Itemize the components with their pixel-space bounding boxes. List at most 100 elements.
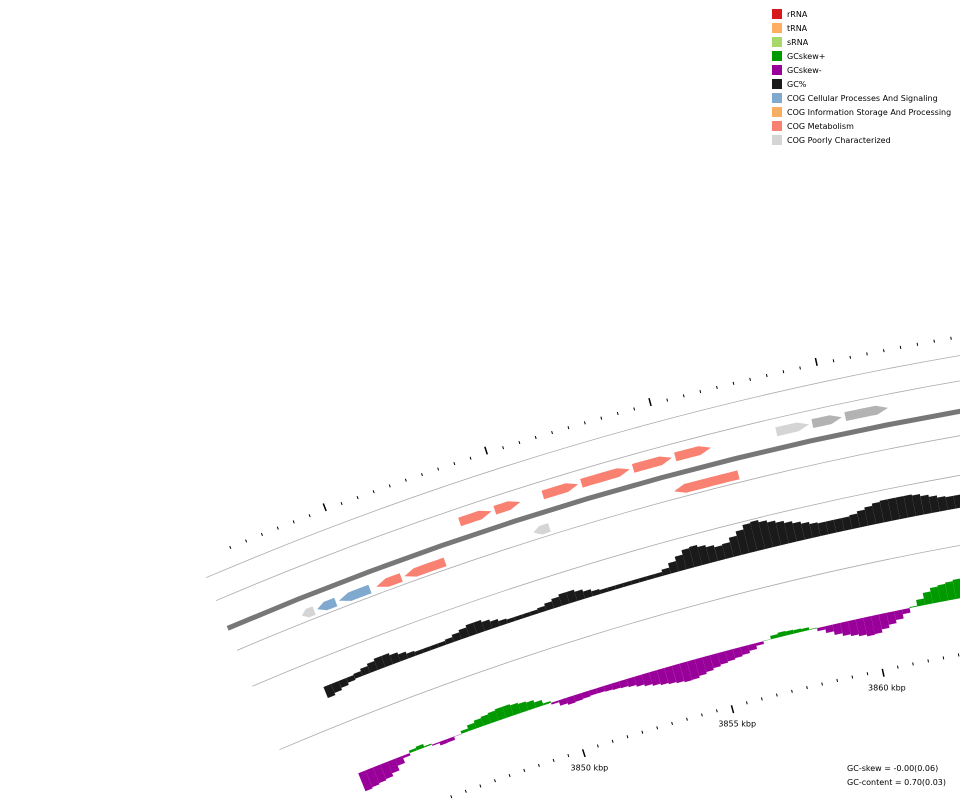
outer-tick xyxy=(372,490,375,494)
legend-swatch xyxy=(772,8,782,19)
gc-bar xyxy=(849,513,861,530)
gcskew-positive-bar xyxy=(525,700,536,711)
legend-label: COG Information Storage And Processing xyxy=(787,108,952,117)
gc-bar xyxy=(458,627,470,640)
gc-bar xyxy=(398,651,409,662)
gc-bar xyxy=(607,585,617,592)
outer-tick-marks xyxy=(229,336,952,549)
legend-label: tRNA xyxy=(787,24,808,33)
gc-bar xyxy=(366,661,378,673)
gcskew-negative-bar xyxy=(641,672,653,687)
gc-bar xyxy=(537,605,547,614)
gc-bar xyxy=(451,632,462,642)
outer-tick xyxy=(899,345,902,349)
gene-arrow-forward xyxy=(458,510,492,527)
outer-tick xyxy=(749,377,751,381)
gcskew-negative-bar xyxy=(664,665,677,685)
scale-tick xyxy=(581,749,586,758)
gcskew-negative-bar xyxy=(446,736,456,743)
scale-tick xyxy=(464,789,467,793)
ring-line xyxy=(215,380,960,602)
gcskew-positive-bar xyxy=(937,583,949,602)
gc-bar xyxy=(323,684,336,699)
gc-bar xyxy=(784,521,797,544)
gcskew-negative-bar xyxy=(588,688,598,696)
gcskew-negative-bar xyxy=(901,608,911,615)
scale-tick xyxy=(821,682,823,686)
scale-tick xyxy=(730,705,735,714)
gc-bar xyxy=(775,520,789,546)
gcskew-positive-bar xyxy=(952,578,960,599)
gc-bar xyxy=(360,666,371,676)
legend-item-trna: tRNA xyxy=(772,22,951,36)
gc-bar xyxy=(558,592,570,606)
ring-line xyxy=(205,355,960,579)
gcskew-positive-bar xyxy=(763,639,771,642)
legend-label: COG Poorly Characterized xyxy=(787,136,891,145)
gcskew-positive-bar xyxy=(518,701,529,713)
gcskew-positive-bar xyxy=(542,701,551,706)
gcskew-negative-bar xyxy=(725,649,736,662)
scale-tick-label: 3850 kbp xyxy=(571,763,609,772)
gc-bar xyxy=(911,494,924,516)
gcskew-negative-bar xyxy=(732,647,743,659)
gc-bar xyxy=(856,509,869,528)
gcskew-negative-bar xyxy=(871,614,883,635)
scale-tick xyxy=(760,697,763,701)
scale-tick xyxy=(450,795,453,799)
gc-bar xyxy=(481,619,493,632)
legend-label: rRNA xyxy=(787,10,808,19)
gcskew-positive-bar xyxy=(929,586,941,604)
legend-swatch xyxy=(772,120,782,131)
gc-bar xyxy=(406,650,416,659)
gc-skew-stat: GC-skew = -0.00(0.06) xyxy=(847,764,939,773)
scale-tick xyxy=(508,773,511,778)
outer-tick xyxy=(950,336,952,340)
gcskew-positive-bar xyxy=(909,605,918,608)
gc-bar xyxy=(758,520,774,550)
gcskew-positive-bar xyxy=(793,628,802,634)
scale-tick xyxy=(479,784,482,788)
gc-bar xyxy=(697,545,711,566)
gcskew-negative-bar xyxy=(740,645,750,655)
outer-tick xyxy=(583,421,586,425)
gcskew-negative-bar xyxy=(626,676,637,688)
gc-bar xyxy=(353,671,363,679)
outer-tick xyxy=(484,446,488,455)
gcskew-negative-bar xyxy=(380,761,394,780)
gc-bar xyxy=(506,617,516,624)
legend-swatch xyxy=(772,64,782,75)
gene-arrow-forward xyxy=(580,468,630,488)
outer-tick xyxy=(765,373,768,378)
gcskew-negative-bar xyxy=(551,700,560,705)
outer-tick xyxy=(421,473,423,477)
gene-arrow-forward xyxy=(674,446,711,462)
gene-arrow-reverse xyxy=(376,573,403,587)
gc-bar xyxy=(490,619,501,629)
legend-item-rrna: rRNA xyxy=(772,8,951,22)
backbone-track xyxy=(226,408,960,631)
gc-bar xyxy=(429,643,439,651)
gcskew-positive-bar xyxy=(494,706,507,721)
scale-tick xyxy=(942,656,945,660)
gcskew-negative-bar xyxy=(863,616,875,637)
legend-label: COG Metabolism xyxy=(787,122,854,131)
gcskew-negative-bar xyxy=(573,693,584,702)
ring-line xyxy=(236,435,960,651)
outer-tick xyxy=(600,416,603,420)
gcskew-positive-bar xyxy=(777,631,787,638)
legend-item-gcskew-plus: GCskew+ xyxy=(772,50,951,64)
gc-bar xyxy=(920,494,932,515)
outer-tick xyxy=(648,397,652,407)
gcskew-negative-bar xyxy=(840,621,851,636)
gc-bar xyxy=(705,545,718,563)
gene-arrow-reverse xyxy=(301,606,316,618)
gcskew-negative-bar xyxy=(656,668,669,686)
legend-swatch xyxy=(772,92,782,103)
outer-tick xyxy=(322,503,327,512)
outer-tick xyxy=(292,520,295,524)
scale-tick xyxy=(745,701,748,705)
gc-bar xyxy=(514,614,524,621)
scale-tick-marks xyxy=(450,653,960,799)
scale-tick xyxy=(552,758,555,763)
